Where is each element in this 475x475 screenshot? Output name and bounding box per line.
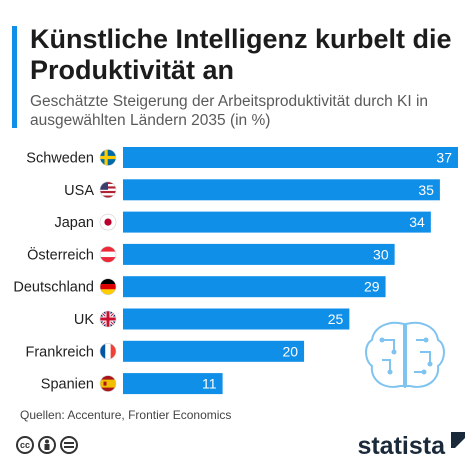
bar xyxy=(123,243,395,265)
sweden-flag-icon xyxy=(99,149,117,166)
license-icons: cc xyxy=(16,436,78,454)
value-label: 34 xyxy=(409,214,425,230)
category-label: Schweden xyxy=(26,151,94,167)
value-label: 35 xyxy=(418,182,434,198)
value-label: 30 xyxy=(373,246,389,262)
category-label: Österreich xyxy=(27,245,94,263)
bar xyxy=(123,340,305,362)
by-icon[interactable] xyxy=(38,436,56,454)
germany-flag-icon xyxy=(99,278,117,295)
bar-row: Schweden 37 xyxy=(26,147,458,168)
chart-subtitle: Geschätzte Steigerung der Arbeitsprodukt… xyxy=(30,93,429,129)
uk-flag-icon xyxy=(99,310,117,328)
spain-flag-icon xyxy=(99,375,117,392)
bar-row: USA 35 xyxy=(64,179,440,201)
bar xyxy=(123,373,223,395)
category-label: Japan xyxy=(54,215,94,231)
bar xyxy=(123,179,440,201)
title-accent-bar xyxy=(12,26,17,128)
value-label: 37 xyxy=(436,150,452,166)
value-label: 11 xyxy=(202,376,217,392)
bar-row: Frankreich 20 xyxy=(26,340,305,362)
bar-row: Österreich 30 xyxy=(27,243,395,265)
statista-logo-mark-icon xyxy=(451,432,465,448)
category-label: USA xyxy=(64,183,94,199)
bar-row: Spanien 11 xyxy=(41,373,223,395)
brain-circuit-icon xyxy=(365,321,445,388)
japan-flag-icon xyxy=(99,213,117,231)
cc-icon[interactable]: cc xyxy=(16,436,34,454)
category-label: Deutschland xyxy=(13,280,94,296)
bar-chart: Schweden 37 USA 35 Japan 34 Österreich 30 Deutsc… xyxy=(0,142,475,397)
value-label: 20 xyxy=(283,343,299,359)
bar xyxy=(123,308,350,330)
bar-row: UK 25 xyxy=(74,308,350,330)
bar-row: Japan 34 xyxy=(54,211,431,233)
nd-icon[interactable] xyxy=(60,436,78,454)
source-note: Quellen: Accenture, Frontier Economics xyxy=(20,408,232,422)
austria-flag-icon xyxy=(99,246,117,263)
bar-row: Deutschland 29 xyxy=(13,276,386,298)
bar xyxy=(123,211,431,233)
bar xyxy=(123,276,386,298)
category-label: Frankreich xyxy=(26,344,95,360)
chart-title: Künstliche Intelligenz kurbelt die Produ… xyxy=(30,24,452,85)
usa-flag-icon xyxy=(99,181,117,199)
statista-logo[interactable]: statista xyxy=(357,432,445,460)
value-label: 29 xyxy=(364,279,380,295)
category-label: UK xyxy=(74,312,94,328)
category-label: Spanien xyxy=(41,377,94,393)
value-label: 25 xyxy=(328,311,344,327)
france-flag-icon xyxy=(99,343,117,360)
bar-chart-svg: Schweden 37 USA 35 Japan 34 Österreich 30 Deutsc… xyxy=(13,147,458,395)
bar xyxy=(123,147,458,168)
